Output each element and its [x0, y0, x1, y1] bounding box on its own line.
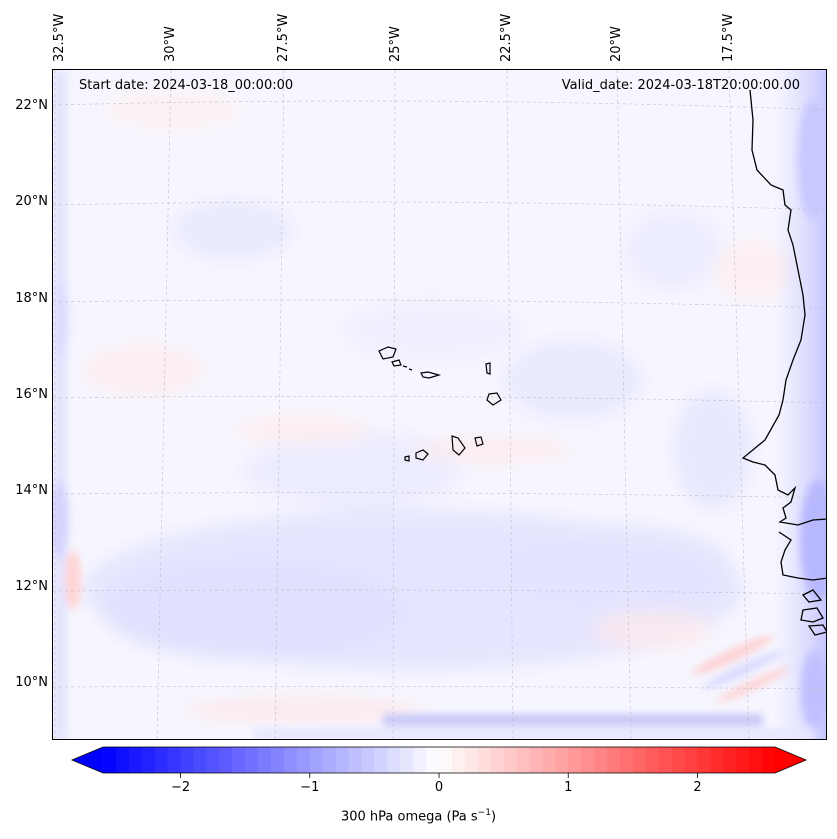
- colorbar-segment: [439, 747, 453, 773]
- colorbar-segment: [490, 747, 505, 773]
- colorbar-segment: [283, 747, 298, 773]
- colorbar-segment: [154, 747, 169, 773]
- colorbar-segment: [658, 747, 673, 773]
- colorbar-tick-label: −1: [300, 780, 320, 795]
- colorbar-segment: [180, 747, 194, 773]
- colorbar-segment: [607, 747, 621, 773]
- colorbar-segment: [296, 747, 311, 773]
- lat-label: 22°N: [15, 98, 48, 113]
- colorbar-segment: [645, 747, 660, 773]
- colorbar-segment: [697, 747, 711, 773]
- colorbar-segment: [258, 747, 272, 773]
- colorbar-segment: [128, 747, 143, 773]
- lon-label: 32.5°W: [52, 13, 67, 62]
- lat-label: 10°N: [15, 675, 48, 690]
- colorbar-segment: [141, 747, 156, 773]
- omega-field: [53, 70, 826, 739]
- lat-label: 20°N: [15, 194, 48, 209]
- colorbar-label-text: 300 hPa omega (Pa s: [340, 809, 478, 825]
- lon-label: 27.5°W: [276, 13, 291, 62]
- colorbar-label: 300 hPa omega (Pa s−1): [0, 808, 837, 824]
- colorbar-segment: [400, 747, 414, 773]
- colorbar-segment: [232, 747, 246, 773]
- colorbar-segment: [374, 747, 388, 773]
- colorbar-extend-max: [775, 747, 806, 773]
- lon-label: 20°W: [609, 26, 624, 62]
- cape-verde-islands: [378, 346, 502, 462]
- colorbar-segment: [103, 747, 117, 773]
- colorbar-segment: [426, 747, 440, 773]
- colorbar-segment: [749, 747, 763, 773]
- colorbar-segment: [245, 747, 259, 773]
- colorbar-segment: [206, 747, 220, 773]
- colorbar-segment: [219, 747, 233, 773]
- colorbar-segment: [361, 747, 375, 773]
- lat-label: 16°N: [15, 387, 48, 402]
- lon-label: 30°W: [163, 26, 178, 62]
- lon-label: 22.5°W: [499, 13, 514, 62]
- colorbar-segment: [723, 747, 737, 773]
- coastline: [741, 89, 826, 636]
- colorbar-segment: [581, 747, 595, 773]
- colorbar-tick-label: 2: [693, 780, 702, 795]
- colorbar-tick-label: −2: [170, 780, 191, 795]
- colorbar-segment: [632, 747, 647, 773]
- colorbar-tick-label: 1: [564, 780, 573, 795]
- gridlines: [53, 70, 826, 739]
- lat-label: 12°N: [15, 579, 48, 594]
- colorbar-segments: [103, 747, 776, 773]
- colorbar-segment: [710, 747, 724, 773]
- lat-label: 18°N: [15, 291, 48, 306]
- colorbar-segment: [594, 747, 608, 773]
- colorbar-extend-min: [72, 747, 103, 773]
- colorbar-segment: [115, 747, 130, 773]
- colorbar-segment: [348, 747, 362, 773]
- colorbar-segment: [322, 747, 337, 773]
- colorbar-ticks: [180, 773, 698, 778]
- colorbar-segment: [542, 747, 556, 773]
- colorbar-segment: [271, 747, 285, 773]
- colorbar-segment: [413, 747, 427, 773]
- colorbar-segment: [619, 747, 634, 773]
- colorbar-label-sup: −1: [477, 808, 491, 818]
- colorbar-tick-label: 0: [434, 780, 444, 795]
- valid-date-label: Valid_date: 2024-03-18T20:00:00.00: [561, 78, 800, 93]
- colorbar-segment: [503, 747, 518, 773]
- start-date-label: Start date: 2024-03-18_00:00:00: [79, 78, 294, 93]
- colorbar-segment: [736, 747, 750, 773]
- colorbar-segment: [193, 747, 207, 773]
- colorbar-segment: [309, 747, 324, 773]
- colorbar-segment: [555, 747, 569, 773]
- colorbar-outline: [70, 746, 808, 774]
- colorbar-label-close: ): [490, 809, 497, 825]
- map-panel: Start date: 2024-03-18_00:00:00 Valid_da…: [52, 69, 827, 740]
- colorbar: [70, 746, 808, 778]
- colorbar-segment: [529, 747, 543, 773]
- lon-label: 25°W: [388, 26, 403, 62]
- colorbar-segment: [335, 747, 350, 773]
- colorbar-segment: [451, 747, 466, 773]
- colorbar-segment: [568, 747, 582, 773]
- colorbar-segment: [762, 747, 776, 773]
- map-canvas: [53, 70, 826, 739]
- colorbar-segment: [516, 747, 530, 773]
- colorbar-segment: [671, 747, 686, 773]
- lon-label: 17.5°W: [721, 13, 736, 62]
- colorbar-segment: [477, 747, 492, 773]
- colorbar-segment: [464, 747, 479, 773]
- colorbar-segment: [684, 747, 698, 773]
- colorbar-segment: [167, 747, 182, 773]
- colorbar-segment: [387, 747, 401, 773]
- lat-label: 14°N: [15, 483, 48, 498]
